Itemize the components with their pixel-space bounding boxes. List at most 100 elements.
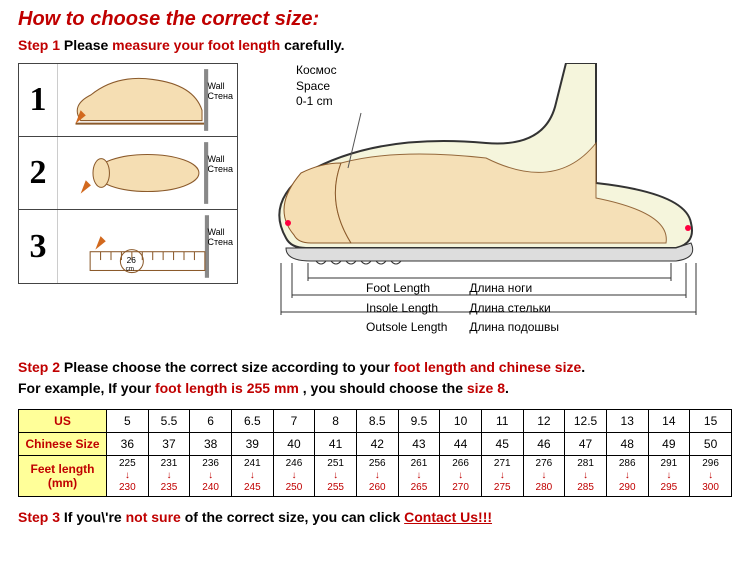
cell: 41: [315, 433, 357, 456]
t: For example, If your: [18, 380, 155, 396]
t: Please choose the correct size according…: [60, 359, 394, 375]
wall-ru: Стена: [207, 92, 233, 102]
cell: 42: [356, 433, 398, 456]
t: of the correct size, you can click: [181, 509, 404, 525]
feet-cell: 246↓250: [273, 456, 315, 497]
cell: 8.5: [356, 410, 398, 433]
page-title: How to choose the correct size:: [18, 8, 732, 31]
step1-label: Step 1: [18, 37, 60, 53]
cell: 49: [648, 433, 690, 456]
cell: 36: [107, 433, 149, 456]
t: , you should choose the: [299, 380, 467, 396]
feet-cell: 241↓245: [231, 456, 273, 497]
t: foot length is 255 mm: [155, 380, 299, 396]
wall-ru: Стена: [207, 238, 233, 248]
cell: 43: [398, 433, 440, 456]
cell: 14: [648, 410, 690, 433]
cell: 8: [315, 410, 357, 433]
wall-label-1: Wall Стена: [207, 82, 233, 102]
cell: 7: [273, 410, 315, 433]
steps-panel: 1 Wall Стена 2: [18, 63, 238, 284]
table-row: Feet length (mm)225↓230231↓235236↓240241…: [19, 456, 732, 497]
step-cell-1: 1 Wall Стена: [19, 64, 237, 137]
t: size 8: [467, 380, 505, 396]
shoe-diagram: Космос Space 0-1 cm: [256, 63, 732, 343]
step3-label: Step 3: [18, 509, 60, 525]
step-num-1: 1: [19, 81, 57, 119]
feet-cell: 231↓235: [148, 456, 190, 497]
cell: 44: [440, 433, 482, 456]
diagram-row: 1 Wall Стена 2: [18, 63, 732, 343]
feet-cell: 261↓265: [398, 456, 440, 497]
cell: 39: [231, 433, 273, 456]
step-graphic-2: Wall Стена: [57, 137, 237, 209]
feet-cell: 276↓280: [523, 456, 565, 497]
cell: 9.5: [398, 410, 440, 433]
row-label: Chinese Size: [19, 433, 107, 456]
step-num-2: 2: [19, 154, 57, 192]
step1-line: Step 1 Please measure your foot length c…: [18, 37, 732, 53]
cell: 45: [481, 433, 523, 456]
measure-row: Insole Length Длина стельки: [366, 299, 559, 318]
feet-cell: 236↓240: [190, 456, 232, 497]
step3-text: Step 3 If you\'re not sure of the correc…: [18, 509, 732, 525]
step1-after: carefully.: [280, 37, 344, 53]
t: .: [581, 359, 585, 375]
cell: 46: [523, 433, 565, 456]
step1-before: Please: [60, 37, 112, 53]
step-graphic-1: Wall Стена: [57, 64, 237, 136]
feet-cell: 266↓270: [440, 456, 482, 497]
cell: 38: [190, 433, 232, 456]
cell: 48: [606, 433, 648, 456]
size-table: US55.566.5788.59.510111212.5131415 Chine…: [18, 409, 732, 497]
wall-label-3: Wall Стена: [207, 228, 233, 248]
measure-labels: Foot Length Длина ноги Insole Length Дли…: [366, 279, 559, 337]
cell: 12.5: [565, 410, 607, 433]
space-ru: Космос: [296, 63, 337, 79]
feet-cell: 271↓275: [481, 456, 523, 497]
cell: 6.5: [231, 410, 273, 433]
table-row: Chinese Size3637383940414243444546474849…: [19, 433, 732, 456]
ruler-value: 26: [127, 255, 137, 265]
step-cell-3: 3 26 cm: [19, 210, 237, 283]
row-label: Feet length (mm): [19, 456, 107, 497]
feet-cell: 251↓255: [315, 456, 357, 497]
t: If you\'re: [60, 509, 126, 525]
cell: 40: [273, 433, 315, 456]
cell: 5: [107, 410, 149, 433]
feet-cell: 291↓295: [648, 456, 690, 497]
wall-ru: Стена: [207, 165, 233, 175]
cell: 15: [690, 410, 732, 433]
contact-us-link[interactable]: Contact Us!!!: [404, 509, 492, 525]
step-graphic-3: 26 cm Wall Стена: [57, 210, 237, 283]
cell: 13: [606, 410, 648, 433]
feet-cell: 296↓300: [690, 456, 732, 497]
cell: 10: [440, 410, 482, 433]
measure-row: Outsole Length Длина подошвы: [366, 318, 559, 337]
measure-row: Foot Length Длина ноги: [366, 279, 559, 298]
cell: 12: [523, 410, 565, 433]
feet-cell: 286↓290: [606, 456, 648, 497]
cell: 47: [565, 433, 607, 456]
wall-label-2: Wall Стена: [207, 155, 233, 175]
feet-cell: 256↓260: [356, 456, 398, 497]
row-label: US: [19, 410, 107, 433]
step2-label: Step 2: [18, 359, 60, 375]
cell: 50: [690, 433, 732, 456]
cell: 37: [148, 433, 190, 456]
step1-highlight: measure your foot length: [112, 37, 280, 53]
cell: 6: [190, 410, 232, 433]
ruler-unit: cm: [126, 265, 134, 272]
t: .: [505, 380, 509, 396]
t: foot length and chinese size: [394, 359, 581, 375]
table-row: US55.566.5788.59.510111212.5131415: [19, 410, 732, 433]
space-en: Space: [296, 79, 337, 95]
cell: 11: [481, 410, 523, 433]
cell: 5.5: [148, 410, 190, 433]
step2-text: Step 2 Please choose the correct size ac…: [18, 357, 732, 399]
t: not sure: [126, 509, 181, 525]
feet-cell: 281↓285: [565, 456, 607, 497]
space-val: 0-1 cm: [296, 94, 337, 110]
step-num-3: 3: [19, 228, 57, 266]
space-label: Космос Space 0-1 cm: [296, 63, 337, 110]
